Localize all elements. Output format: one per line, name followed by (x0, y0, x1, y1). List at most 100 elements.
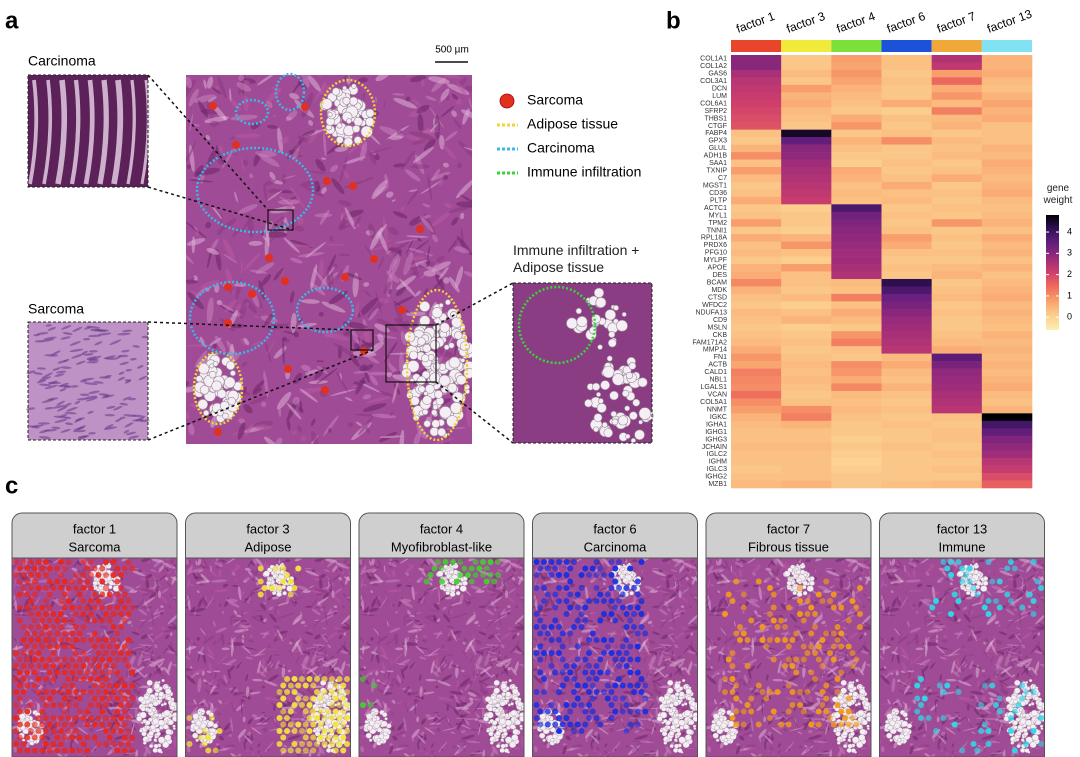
inset-nucleus (41, 338, 55, 343)
spot (593, 663, 600, 669)
spot (955, 598, 962, 604)
spot (638, 598, 645, 604)
heatmap-cell (831, 465, 882, 474)
spot (589, 565, 596, 572)
card-frame (705, 557, 872, 757)
colorbar-tick-label: 3 (1067, 248, 1072, 258)
spot (601, 689, 607, 695)
spot (574, 591, 581, 598)
inset-nucleus (39, 383, 51, 387)
spot (1034, 578, 1041, 585)
spot (767, 689, 773, 695)
inset-nucleus (44, 384, 58, 390)
heatmap-cell (831, 204, 882, 213)
heatmap-cell (781, 241, 832, 250)
inset-nucleus (132, 414, 146, 418)
spot (970, 585, 977, 591)
spot (118, 585, 124, 591)
spot (785, 721, 792, 728)
spot (91, 695, 98, 702)
spot (450, 559, 456, 565)
heatmap-cell (881, 443, 932, 451)
spot (548, 663, 555, 669)
spot (642, 708, 649, 715)
heatmap-cell (881, 308, 932, 317)
spot (80, 559, 87, 565)
spot (966, 578, 973, 585)
heatmap-cell (981, 204, 1033, 213)
card-frame (879, 557, 1045, 757)
heatmap-cell (831, 264, 882, 272)
gene-label: RPL18A (701, 235, 727, 242)
spot (974, 591, 981, 598)
spot (291, 741, 298, 747)
spot (125, 559, 132, 565)
colorbar-tick-label: 2 (1067, 269, 1072, 279)
heatmap-cell (831, 241, 882, 250)
region-outline (319, 78, 377, 148)
spot (280, 734, 287, 741)
spot (838, 708, 845, 715)
spot (793, 669, 800, 676)
heatmap-cell (781, 264, 832, 272)
spot (201, 728, 208, 734)
spot (121, 591, 128, 598)
heatmap-cell (981, 84, 1033, 93)
gene-label: IGHM (709, 459, 727, 466)
heatmap-cell (731, 107, 782, 116)
heatmap-cell (831, 62, 882, 71)
spot (50, 624, 57, 630)
heatmap-cell (881, 316, 932, 325)
spot (744, 702, 751, 708)
spot (729, 598, 736, 604)
spot (276, 585, 283, 591)
spot (302, 734, 309, 741)
spot (110, 624, 117, 630)
spot (99, 617, 106, 624)
spot (106, 734, 113, 741)
spot (43, 741, 49, 747)
spot (556, 585, 562, 591)
spot (110, 689, 117, 695)
spot (567, 669, 574, 676)
heatmap-cell (931, 420, 983, 429)
region-outline (405, 288, 469, 442)
tissue-image (185, 558, 351, 757)
spot (299, 676, 305, 682)
spot (548, 637, 555, 643)
spot (849, 715, 856, 721)
spot (58, 598, 64, 604)
heatmap-cell (981, 338, 1033, 347)
spot (619, 682, 626, 689)
spot (563, 663, 570, 669)
spot (559, 721, 566, 728)
spot (552, 565, 559, 572)
spot (65, 598, 72, 604)
inset-nucleus (69, 341, 81, 346)
spot (50, 650, 57, 656)
fat-cell (630, 437, 637, 444)
spot (993, 702, 999, 708)
spot (329, 676, 335, 682)
heatmap-cell (931, 271, 983, 280)
spot (73, 650, 79, 656)
spot (563, 676, 570, 682)
heatmap-cell (981, 361, 1033, 369)
spot (586, 689, 592, 695)
spot (955, 559, 962, 565)
spot (310, 721, 317, 728)
spot (774, 624, 781, 630)
fat-cell (629, 411, 638, 421)
inset-nucleus (32, 372, 43, 375)
gene-label: SAA1 (709, 160, 727, 167)
spot (13, 715, 19, 721)
spot (28, 663, 34, 669)
spot (344, 728, 350, 734)
spot (461, 565, 468, 572)
heatmap-cell (731, 174, 782, 183)
fat-cell (596, 402, 607, 413)
heatmap-cell (781, 174, 832, 183)
colorbar (1046, 215, 1059, 330)
spot (114, 721, 121, 728)
spot (31, 643, 38, 650)
